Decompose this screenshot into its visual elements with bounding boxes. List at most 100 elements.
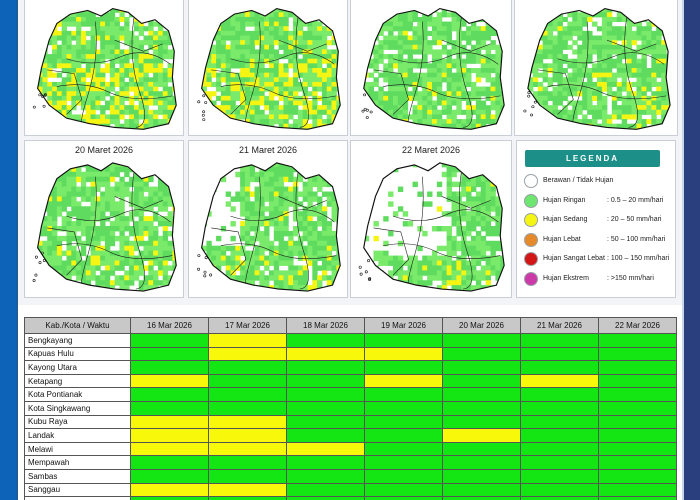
forecast-cell	[520, 496, 599, 500]
table-row: Kayong Utara	[24, 360, 677, 375]
date-column-header: 17 Mar 2026	[208, 317, 287, 334]
forecast-cell	[286, 455, 365, 470]
table-row: Bengkayang	[24, 333, 677, 348]
forecast-cell	[598, 400, 677, 416]
forecast-cell	[442, 468, 521, 484]
date-column-header: 21 Mar 2026	[520, 317, 599, 334]
rainfall-map	[32, 7, 177, 130]
forecast-cell	[520, 441, 599, 457]
forecast-cell	[130, 441, 209, 457]
rainfall-map	[358, 162, 505, 292]
legend-title: LEGENDA	[525, 150, 660, 167]
forecast-cell	[520, 373, 599, 389]
forecast-cell	[286, 387, 365, 402]
forecast-cell	[598, 496, 677, 500]
table-row: Landak	[24, 428, 677, 443]
forecast-cell	[364, 468, 443, 484]
table-row: Kapuas Hulu	[24, 346, 677, 362]
legend-label: Hujan Lebat	[543, 235, 581, 243]
regency-name: Kapuas Hulu	[24, 346, 131, 362]
map-panel-1	[24, 0, 184, 136]
table-corner-header: Kab./Kota / Waktu	[24, 317, 131, 334]
forecast-cell	[286, 346, 365, 362]
rainfall-map	[523, 7, 671, 130]
forecast-cell	[130, 373, 209, 389]
rainfall-map	[197, 162, 341, 292]
legend-label: Hujan Sangat Lebat	[543, 255, 605, 262]
forecast-cell	[208, 400, 287, 416]
forecast-cell	[598, 373, 677, 389]
map-panel-6: 21 Maret 2026	[188, 140, 348, 298]
forecast-cell	[364, 333, 443, 348]
regency-name: Kubu Raya	[24, 414, 131, 430]
date-column-header: 22 Mar 2026	[598, 317, 677, 334]
map-panel-7: 22 Maret 2026	[350, 140, 512, 298]
map-panel-3	[350, 0, 512, 136]
forecast-cell	[520, 360, 599, 375]
rainfall-map	[361, 7, 505, 130]
forecast-cell	[208, 333, 287, 348]
table-row: Sambas	[24, 468, 677, 484]
forecast-cell	[364, 400, 443, 416]
forecast-cell	[598, 414, 677, 430]
forecast-cell	[520, 414, 599, 430]
regency-name: Sanggau	[24, 482, 131, 498]
forecast-cell	[442, 360, 521, 375]
forecast-cell	[598, 482, 677, 498]
forecast-cell	[130, 455, 209, 470]
legend-range: : >150 mm/hari	[607, 274, 654, 282]
legend-label: Hujan Ekstrem	[543, 274, 589, 282]
map-date-title: 21 Maret 2026	[238, 145, 298, 155]
rain-forecast-table: Kab./Kota / Waktu 16 Mar 2026 17 Mar 2026…	[24, 317, 677, 500]
legend-range: : 50 – 100 mm/hari	[607, 235, 666, 243]
table-row: Kota Singkawang	[24, 400, 677, 416]
forecast-cell	[286, 414, 365, 430]
forecast-cell	[442, 496, 521, 500]
forecast-cell	[598, 387, 677, 402]
forecast-cell	[208, 441, 287, 457]
date-column-header: 20 Mar 2026	[442, 317, 521, 334]
forecast-cell	[286, 482, 365, 498]
forecast-cell	[442, 346, 521, 362]
forecast-cell	[208, 455, 287, 470]
forecast-cell	[364, 387, 443, 402]
table-row: Kota Pontianak	[24, 387, 677, 402]
table-row: Mempawah	[24, 455, 677, 470]
legend-swatch	[524, 232, 538, 247]
forecast-cell	[520, 482, 599, 498]
forecast-cell	[598, 441, 677, 457]
regency-name: Kayong Utara	[24, 360, 131, 375]
date-column-header: 18 Mar 2026	[286, 317, 365, 334]
regency-name: Bengkayang	[24, 333, 131, 348]
legend-label: Berawan / Tidak Hujan	[543, 177, 614, 184]
forecast-cell	[442, 333, 521, 348]
regency-name	[24, 496, 131, 500]
forecast-cell	[130, 482, 209, 498]
forecast-cell	[598, 360, 677, 375]
forecast-cell	[130, 400, 209, 416]
legend-range: : 0.5 – 20 mm/hari	[607, 196, 664, 204]
legend-label: Hujan Sedang	[543, 216, 588, 223]
forecast-cell	[364, 482, 443, 498]
regency-name: Melawi	[24, 441, 131, 457]
forecast-cell	[598, 455, 677, 470]
forecast-cell	[520, 400, 599, 416]
forecast-cell	[520, 455, 599, 470]
map-panel-2	[188, 0, 348, 136]
regency-name: Landak	[24, 428, 131, 443]
forecast-cell	[130, 428, 209, 443]
table-row: Melawi	[24, 441, 677, 457]
forecast-cell	[442, 387, 521, 402]
legend-swatch	[524, 193, 538, 208]
forecast-cell	[442, 414, 521, 430]
forecast-cell	[286, 441, 365, 457]
legend-swatch	[524, 271, 538, 286]
forecast-cell	[598, 346, 677, 362]
forecast-cell	[520, 428, 599, 443]
forecast-cell	[442, 455, 521, 470]
legend-swatch	[524, 252, 538, 266]
forecast-cell	[208, 414, 287, 430]
rainfall-map	[197, 7, 341, 130]
regency-name: Kota Singkawang	[24, 400, 131, 416]
forecast-cell	[442, 400, 521, 416]
